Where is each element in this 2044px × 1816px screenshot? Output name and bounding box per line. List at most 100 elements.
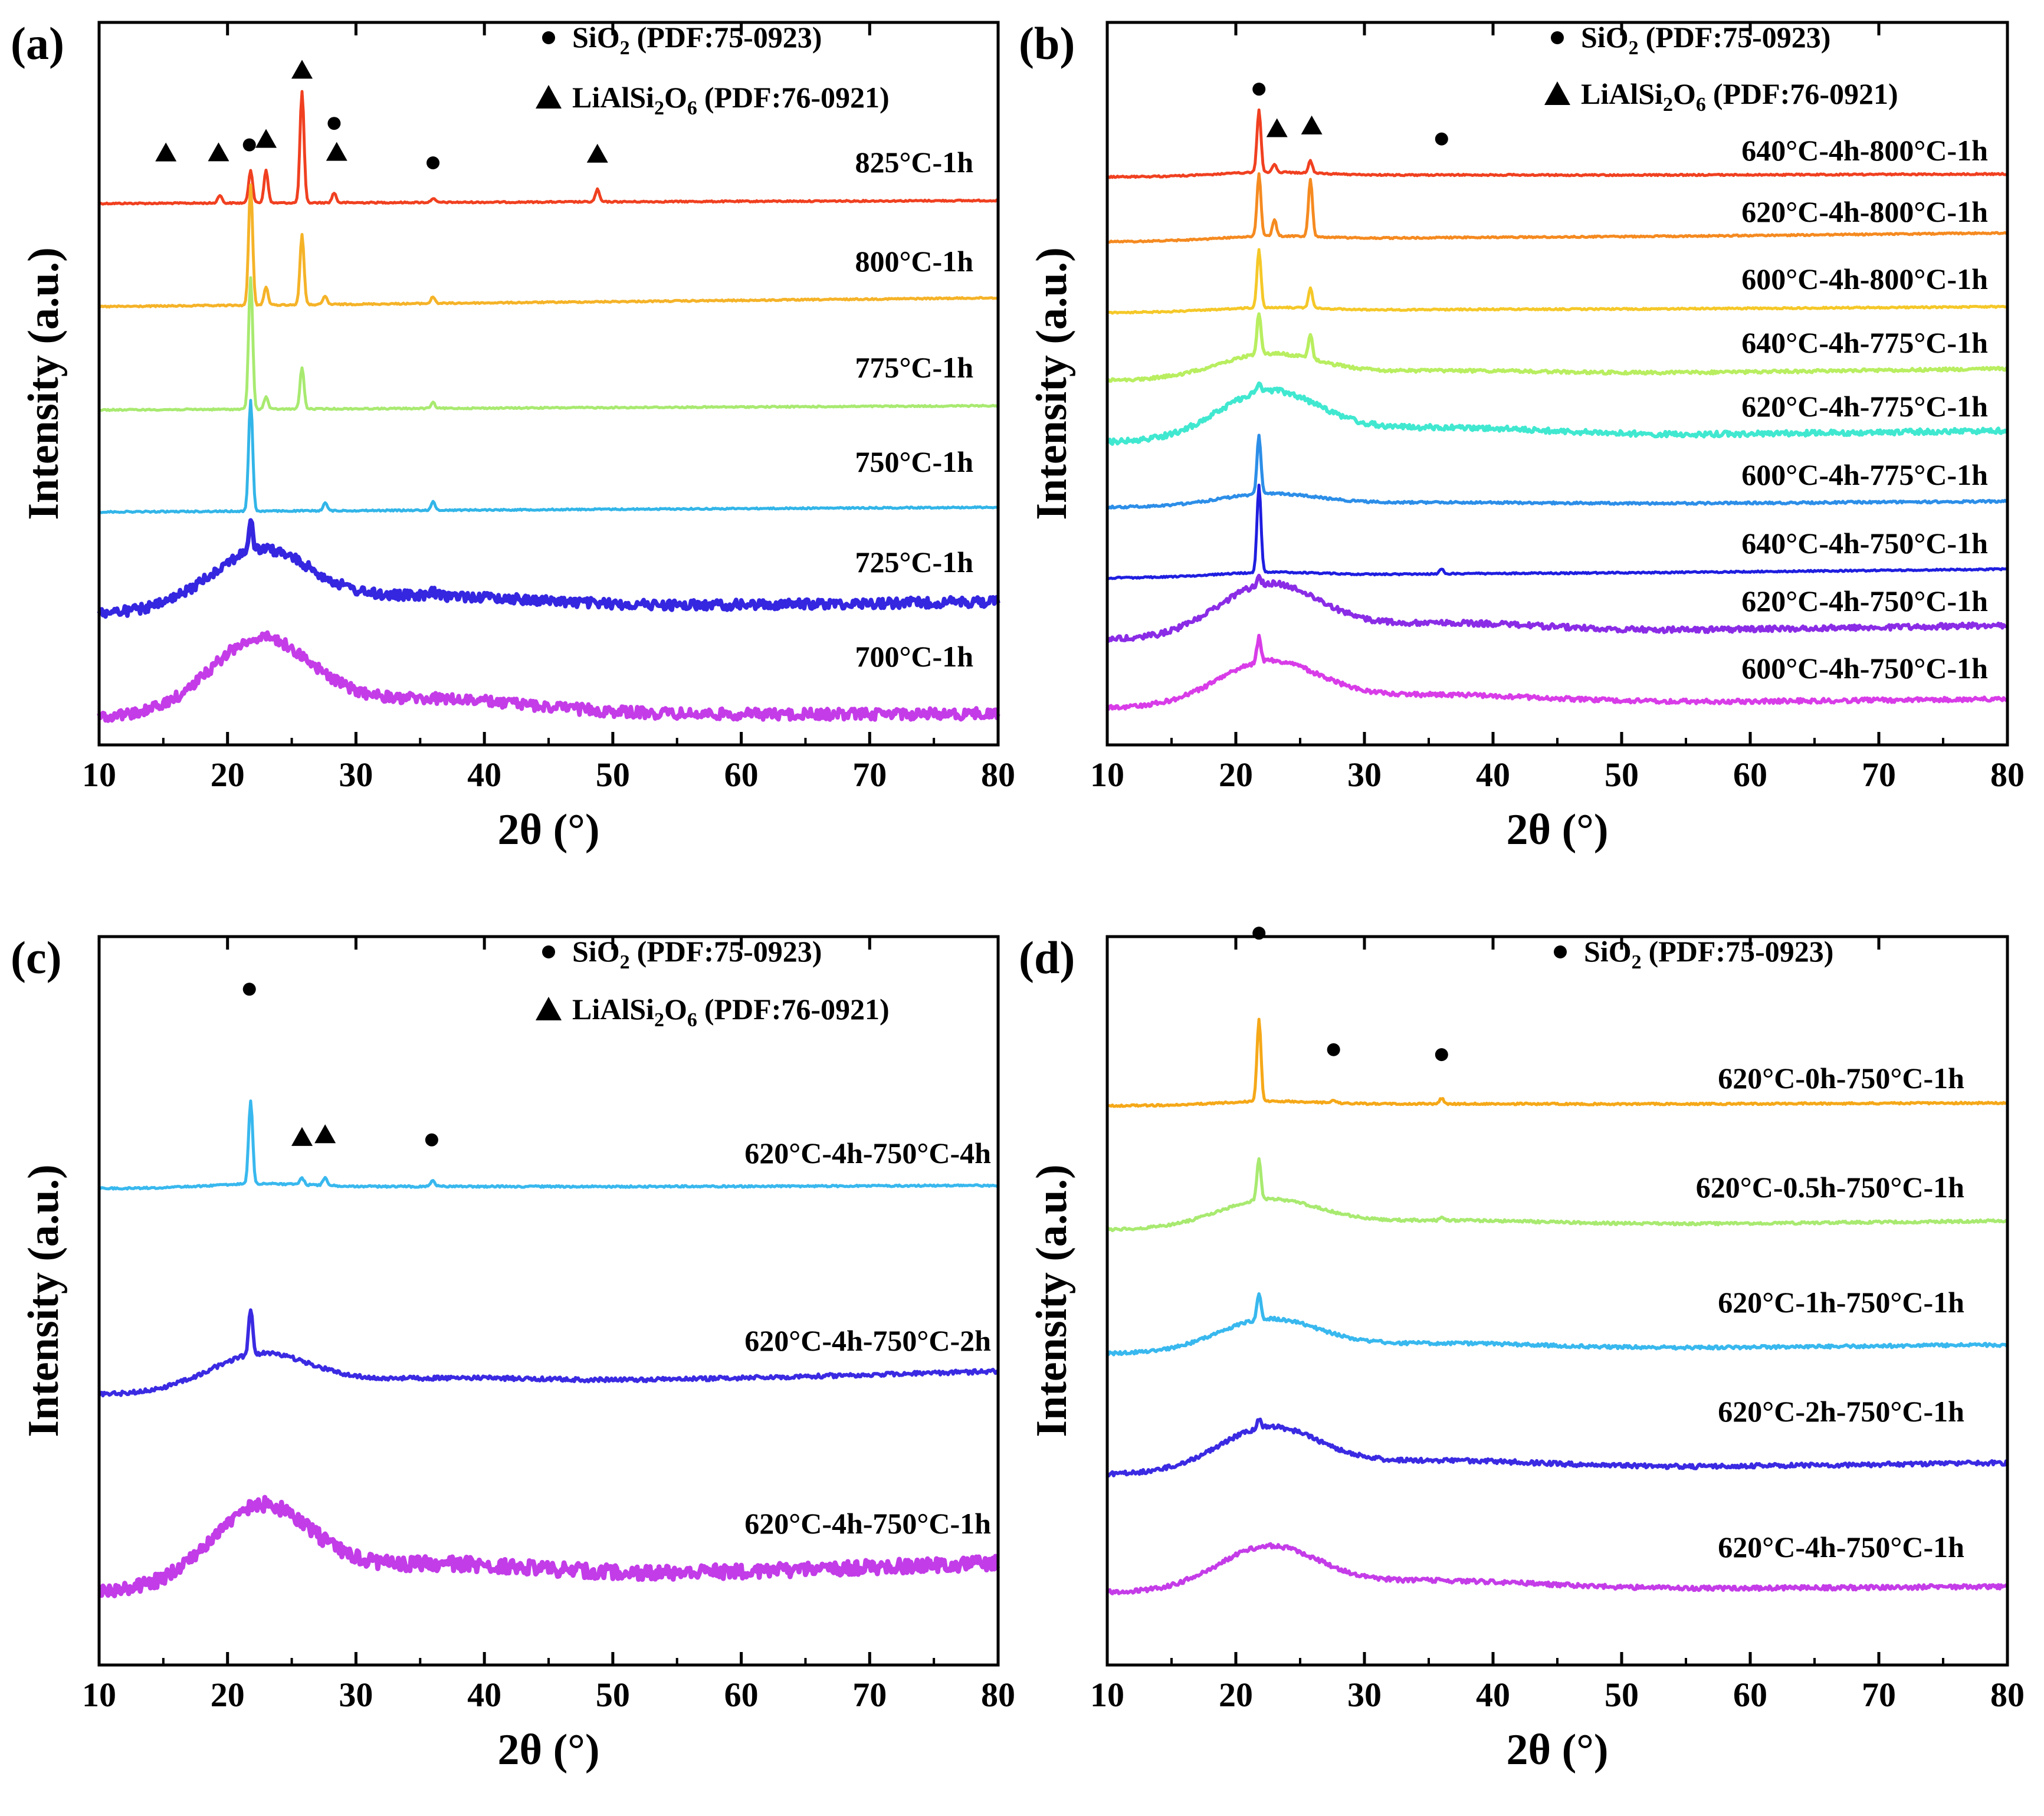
x-tick-label: 50 <box>596 1676 630 1714</box>
legend-entry: LiAlSi2O6 (PDF:76-0921) <box>1581 77 1898 116</box>
x-tick-label: 30 <box>1347 1676 1382 1714</box>
curve-label: 620°C-4h-750°C-4h <box>744 1137 991 1170</box>
x-tick-label: 60 <box>724 756 759 794</box>
xrd-curve <box>97 630 1000 723</box>
legend-entry: LiAlSi2O6 (PDF:76-0921) <box>572 993 890 1031</box>
curve-label: 825°C-1h <box>855 146 973 179</box>
x-tick-label: 80 <box>1990 1676 2025 1714</box>
sio2-peak-marker <box>327 117 341 130</box>
xrd-curve <box>1107 573 2009 643</box>
curve-label: 620°C-4h-750°C-2h <box>744 1324 991 1357</box>
curve-label: 600°C-4h-800°C-1h <box>1741 262 1988 295</box>
x-tick-label: 70 <box>852 1676 887 1714</box>
x-axis-title: 2θ (°) <box>1506 1726 1608 1774</box>
curve-label: 620°C-4h-800°C-1h <box>1741 195 1988 228</box>
legend-entry: SiO2 (PDF:75-0923) <box>572 21 822 59</box>
xrd-curve <box>1107 1017 2009 1108</box>
lialsi2o6-peak-marker <box>291 1127 313 1146</box>
curve-label: 700°C-1h <box>855 640 973 673</box>
legend-triangle-icon <box>536 85 562 109</box>
x-tick-label: 70 <box>852 756 887 794</box>
curve-label: 775°C-1h <box>855 351 973 384</box>
x-axis-title: 2θ (°) <box>1506 806 1608 854</box>
x-tick-label: 20 <box>1219 756 1253 794</box>
xrd-curve <box>1105 312 2009 383</box>
legend-entry: LiAlSi2O6 (PDF:76-0921) <box>572 81 890 119</box>
xrd-curve <box>1106 434 2009 510</box>
x-tick-label: 40 <box>1476 1676 1510 1714</box>
curve-label: 620°C-2h-750°C-1h <box>1718 1395 1964 1428</box>
xrd-curve <box>97 1308 999 1398</box>
x-tick-label: 10 <box>1090 1676 1124 1714</box>
lialsi2o6-peak-marker <box>255 129 277 148</box>
x-tick-label: 30 <box>339 756 373 794</box>
curve-label: 800°C-1h <box>855 245 973 278</box>
curve-label: 620°C-1h-750°C-1h <box>1718 1286 1964 1319</box>
x-tick-label: 80 <box>981 1676 1015 1714</box>
plot-frame <box>1105 21 2009 747</box>
y-axis-title: Intensity (a.u.) <box>1028 1164 1076 1437</box>
curve-label: 620°C-0.5h-750°C-1h <box>1696 1171 1964 1204</box>
curve-label: 620°C-0h-750°C-1h <box>1718 1062 1964 1095</box>
xrd-curve <box>1107 108 2008 179</box>
lialsi2o6-peak-marker <box>326 142 347 161</box>
legend-dot-icon <box>542 945 555 958</box>
y-axis-title: Intensity (a.u.) <box>19 247 68 520</box>
x-tick-label: 70 <box>1862 756 1896 794</box>
x-tick-label: 50 <box>1605 1676 1639 1714</box>
panel-b: 640°C-4h-800°C-1h 620°C-4h-800°C-1h 600°C-… <box>1019 18 2025 854</box>
x-tick-label: 10 <box>82 1676 116 1714</box>
sio2-peak-marker <box>1435 132 1448 146</box>
x-tick-label: 60 <box>1733 756 1767 794</box>
x-tick-label: 10 <box>1090 756 1124 794</box>
panel-label: (a) <box>11 18 64 69</box>
sio2-peak-marker <box>242 983 256 996</box>
legend-dot-icon <box>1551 31 1564 44</box>
curve-label: 620°C-4h-750°C-1h <box>744 1507 991 1540</box>
x-tick-label: 50 <box>596 756 630 794</box>
xrd-curve <box>1107 1157 2008 1233</box>
sio2-peak-marker <box>1435 1048 1448 1062</box>
curve-label: 600°C-4h-750°C-1h <box>1741 652 1988 685</box>
x-tick-label: 40 <box>467 756 501 794</box>
sio2-peak-marker <box>1252 83 1266 96</box>
x-tick-label: 60 <box>724 1676 759 1714</box>
legend-dot-icon <box>542 31 555 44</box>
x-tick-label: 30 <box>339 1676 373 1714</box>
xrd-curve <box>97 1495 1000 1598</box>
lialsi2o6-peak-marker <box>586 143 608 163</box>
curve-label: 620°C-4h-750°C-1h <box>1718 1531 1964 1564</box>
sio2-peak-marker <box>242 138 256 152</box>
curve-label: 620°C-4h-775°C-1h <box>1741 390 1988 423</box>
x-tick-label: 40 <box>1476 756 1510 794</box>
xrd-curve <box>1107 1292 2009 1357</box>
xrd-curve <box>99 90 999 206</box>
x-axis-title: 2θ (°) <box>497 1726 599 1774</box>
panel-label: (d) <box>1019 932 1075 983</box>
x-tick-label: 20 <box>211 1676 245 1714</box>
legend-entry: SiO2 (PDF:75-0923) <box>572 935 822 973</box>
y-axis-title: Intensity (a.u.) <box>1028 247 1076 520</box>
x-tick-label: 40 <box>467 1676 501 1714</box>
curve-label: 640°C-4h-800°C-1h <box>1741 134 1988 167</box>
legend-triangle-icon <box>536 997 562 1020</box>
xrd-curve <box>1106 248 2008 315</box>
curve-label: 620°C-4h-750°C-1h <box>1741 584 1988 618</box>
x-axis-title: 2θ (°) <box>497 806 599 854</box>
xrd-curve <box>1105 1542 2009 1595</box>
x-tick-label: 70 <box>1862 1676 1896 1714</box>
xrd-curve <box>1106 381 2009 446</box>
xrd-curve <box>99 399 999 514</box>
xrd-curve <box>1107 633 2009 711</box>
lialsi2o6-peak-marker <box>208 142 229 162</box>
x-tick-label: 30 <box>1347 756 1382 794</box>
xrd-curve <box>99 276 999 412</box>
panel-c: 620°C-4h-750°C-4h 620°C-4h-750°C-2h 620°C-… <box>11 932 1015 1774</box>
curve-label: 725°C-1h <box>855 546 973 579</box>
xrd-curve <box>99 183 999 309</box>
x-tick-label: 80 <box>1990 756 2025 794</box>
lialsi2o6-peak-marker <box>155 142 177 162</box>
sio2-peak-marker <box>426 156 440 170</box>
curve-label: 640°C-4h-750°C-1h <box>1741 527 1988 560</box>
